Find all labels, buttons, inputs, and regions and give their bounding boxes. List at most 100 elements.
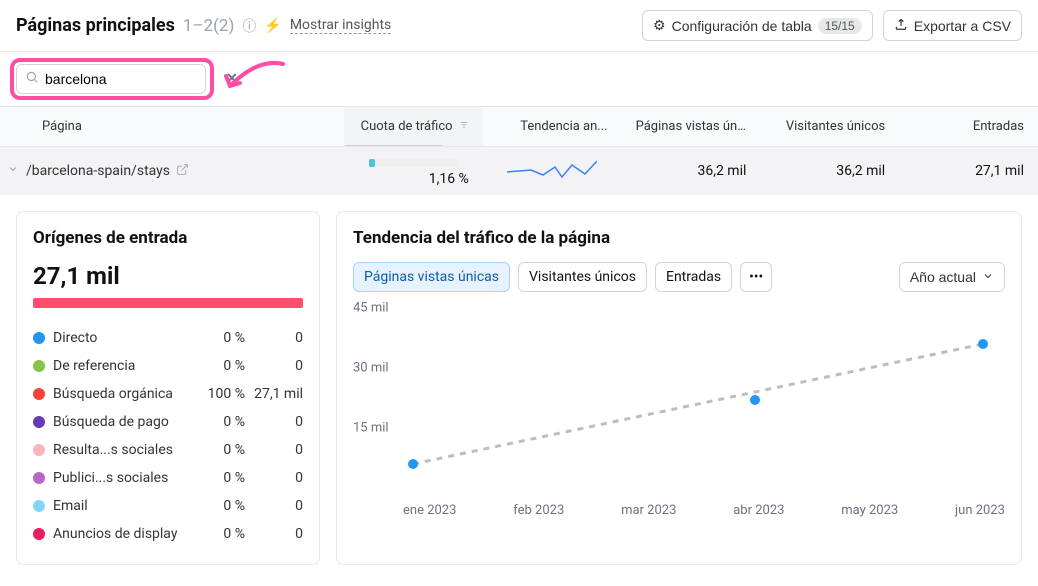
share-bar <box>369 159 459 167</box>
insights-link[interactable]: Mostrar insights <box>290 17 391 34</box>
source-label: Directo <box>53 330 191 346</box>
source-value: 0 <box>245 358 303 374</box>
source-row[interactable]: Email0 %0 <box>33 492 303 520</box>
gear-icon: ⚙ <box>653 17 666 34</box>
share-value: 1,16 % <box>429 171 469 187</box>
source-row[interactable]: Resulta...s sociales0 %0 <box>33 436 303 464</box>
chevron-down-icon <box>982 269 994 285</box>
sort-icon <box>459 119 469 134</box>
trend-panel: Tendencia del tráfico de la página Págin… <box>336 211 1022 565</box>
col-header-share[interactable]: Cuota de tráfico <box>344 107 483 146</box>
table-row[interactable]: /barcelona-spain/stays 1,16 % 36,2 mil 3… <box>0 147 1038 195</box>
col-header-views[interactable]: Páginas vistas únicas <box>622 107 761 146</box>
table-config-label: Configuración de tabla <box>672 18 812 34</box>
x-axis-labels: ene 2023feb 2023mar 2023abr 2023may 2023… <box>403 503 1005 518</box>
source-row[interactable]: Publici...s sociales0 %0 <box>33 464 303 492</box>
annotation-arrow <box>218 56 288 106</box>
table-header: Página Cuota de tráfico Tendencia an... … <box>0 106 1038 147</box>
period-label: Año actual <box>910 269 976 285</box>
source-color-dot <box>33 360 45 372</box>
share-cell: 1,16 % <box>344 155 483 187</box>
chart-tabs: Páginas vistas únicas Visitantes únicos … <box>353 262 1005 292</box>
source-color-dot <box>33 528 45 540</box>
external-link-icon[interactable] <box>176 163 189 180</box>
tab-visitors[interactable]: Visitantes únicos <box>518 262 647 292</box>
table-config-button[interactable]: ⚙ Configuración de tabla 15/15 <box>642 10 873 41</box>
source-percent: 0 % <box>191 414 245 430</box>
data-point[interactable] <box>978 339 988 349</box>
tab-entries[interactable]: Entradas <box>655 262 732 292</box>
col-header-visitors[interactable]: Visitantes únicos <box>760 107 899 146</box>
search-row: ✕ <box>0 52 1038 106</box>
source-row[interactable]: De referencia0 %0 <box>33 352 303 380</box>
trend-line <box>413 344 983 464</box>
source-value: 0 <box>245 330 303 346</box>
source-value: 27,1 mil <box>245 386 303 402</box>
source-color-dot <box>33 472 45 484</box>
trend-chart <box>403 308 993 488</box>
visitors-cell: 36,2 mil <box>760 163 899 179</box>
source-label: De referencia <box>53 358 191 374</box>
source-percent: 100 % <box>191 386 245 402</box>
sources-title: Orígenes de entrada <box>33 228 303 248</box>
source-color-dot <box>33 416 45 428</box>
y-axis-label: 15 mil <box>353 421 389 436</box>
source-row[interactable]: Búsqueda de pago0 %0 <box>33 408 303 436</box>
source-label: Resulta...s sociales <box>53 442 191 458</box>
expand-toggle[interactable] <box>0 163 26 179</box>
source-value: 0 <box>245 470 303 486</box>
source-percent: 0 % <box>191 526 245 542</box>
tab-views[interactable]: Páginas vistas únicas <box>353 262 510 292</box>
source-value: 0 <box>245 442 303 458</box>
source-label: Email <box>53 498 191 514</box>
trend-cell <box>483 157 622 185</box>
tab-more[interactable]: ••• <box>740 262 772 292</box>
source-label: Búsqueda de pago <box>53 414 191 430</box>
col-header-trend[interactable]: Tendencia an... <box>483 107 622 146</box>
config-badge: 15/15 <box>818 18 862 34</box>
source-label: Anuncios de display <box>53 526 191 542</box>
source-color-dot <box>33 444 45 456</box>
upload-icon <box>894 17 908 34</box>
x-axis-label: may 2023 <box>841 503 898 518</box>
x-axis-label: mar 2023 <box>621 503 676 518</box>
col-header-page[interactable]: Página <box>0 107 344 146</box>
result-count: 1–2(2) <box>183 16 235 36</box>
top-bar-right: ⚙ Configuración de tabla 15/15 Exportar … <box>642 10 1022 41</box>
source-color-dot <box>33 388 45 400</box>
top-bar-left: Páginas principales 1–2(2) ⓘ ⚡ Mostrar i… <box>16 15 391 36</box>
y-axis-label: 30 mil <box>353 361 389 376</box>
source-percent: 0 % <box>191 330 245 346</box>
sparkline <box>507 157 597 181</box>
x-axis-label: ene 2023 <box>403 503 456 518</box>
top-bar: Páginas principales 1–2(2) ⓘ ⚡ Mostrar i… <box>0 0 1038 52</box>
source-row[interactable]: Búsqueda orgánica100 %27,1 mil <box>33 380 303 408</box>
source-label: Publici...s sociales <box>53 470 191 486</box>
data-point[interactable] <box>408 459 418 469</box>
export-csv-button[interactable]: Exportar a CSV <box>883 10 1022 41</box>
page-cell: /barcelona-spain/stays <box>26 163 344 180</box>
data-point[interactable] <box>750 395 760 405</box>
page-path: /barcelona-spain/stays <box>26 163 170 179</box>
source-color-dot <box>33 500 45 512</box>
period-select[interactable]: Año actual <box>899 262 1005 292</box>
source-value: 0 <box>245 526 303 542</box>
y-axis-label: 45 mil <box>353 301 389 316</box>
source-percent: 0 % <box>191 498 245 514</box>
highlight-annotation <box>10 58 214 100</box>
sources-panel: Orígenes de entrada 27,1 mil Directo0 %0… <box>16 211 320 565</box>
col-share-label: Cuota de tráfico <box>361 119 453 134</box>
x-axis-label: abr 2023 <box>733 503 784 518</box>
source-row[interactable]: Anuncios de display0 %0 <box>33 520 303 548</box>
panels: Orígenes de entrada 27,1 mil Directo0 %0… <box>0 195 1038 581</box>
source-row[interactable]: Directo0 %0 <box>33 324 303 352</box>
col-header-entries[interactable]: Entradas <box>899 107 1038 146</box>
trend-title: Tendencia del tráfico de la página <box>353 228 1005 248</box>
sources-list: Directo0 %0De referencia0 %0Búsqueda org… <box>33 324 303 548</box>
source-value: 0 <box>245 414 303 430</box>
info-icon[interactable]: ⓘ <box>242 16 256 36</box>
x-axis-label: jun 2023 <box>955 503 1005 518</box>
page-title: Páginas principales <box>16 15 175 36</box>
bolt-icon: ⚡ <box>264 18 281 34</box>
source-percent: 0 % <box>191 358 245 374</box>
